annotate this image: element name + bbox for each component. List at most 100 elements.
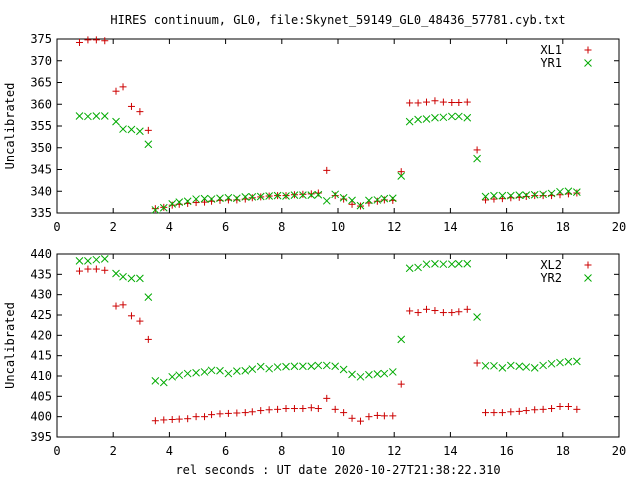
plus-point-xl1: [151, 205, 159, 213]
legend-marker: [584, 261, 592, 269]
bottom-panel: 0 2 4 6 8 10 12 14 16 18 20 395 400 405 410 415 420 425 43…: [3, 247, 626, 458]
plus-point-xl1: [397, 168, 405, 176]
cross-point-yr2: [515, 362, 524, 371]
cross-point-yr2: [447, 260, 456, 269]
cross-point-yr1: [447, 112, 456, 121]
plus-point-xl2: [290, 405, 298, 413]
cross-point-yr1: [539, 190, 547, 199]
plus-point-xl2: [160, 416, 168, 424]
plus-point-xl1: [539, 192, 547, 200]
cross-point-yr1: [290, 191, 299, 200]
cross-point-yr2: [431, 259, 439, 268]
plus-point-xl2: [101, 266, 109, 274]
x-tick-label: 16: [499, 220, 513, 234]
plus-point-xl2: [168, 416, 176, 424]
plus-point-xl2: [507, 408, 515, 416]
cross-point-yr2: [506, 361, 515, 370]
plus-point-xl2: [515, 407, 523, 415]
cross-point-yr1: [282, 192, 290, 200]
cross-point-yr2: [490, 361, 498, 370]
cross-point-yr2: [183, 369, 192, 378]
plus-point-xl1: [314, 189, 322, 197]
plus-point-xl1: [531, 192, 539, 200]
cross-point-yr1: [151, 206, 160, 214]
plus-point-xl2: [348, 414, 356, 422]
plus-point-xl2: [397, 380, 405, 388]
cross-point-yr1: [473, 154, 481, 163]
plus-point-xl2: [448, 309, 456, 317]
cross-point-yr1: [397, 172, 406, 180]
plus-point-xl1: [448, 99, 456, 107]
plus-point-xl2: [331, 405, 339, 413]
cross-point-yr2: [397, 335, 406, 344]
cross-point-yr2: [112, 269, 120, 278]
cross-point-yr1: [572, 188, 581, 196]
plus-point-xl1: [498, 195, 506, 203]
plus-point-xl2: [184, 415, 192, 423]
plus-point-xl2: [323, 394, 331, 402]
cross-point-yr2: [192, 368, 200, 377]
plus-point-xl2: [531, 406, 539, 414]
plus-point-xl2: [92, 265, 100, 273]
y-tick-label: 365: [30, 76, 52, 90]
x-tick-label: 10: [331, 444, 345, 458]
plus-point-xl2: [473, 359, 481, 367]
x-tick-label: 0: [53, 444, 60, 458]
plus-point-xl1: [406, 99, 414, 107]
plus-point-xl2: [340, 409, 348, 417]
legend-marker: [584, 59, 592, 67]
cross-point-yr1: [339, 193, 348, 202]
cross-point-yr2: [322, 361, 331, 370]
legend-label: YR1: [540, 56, 562, 70]
plus-point-xl2: [414, 309, 422, 317]
top-axes: 0 2 4 6 8 10 12 14 16 18 20 335 340 345 350 355 360 365 37…: [30, 32, 626, 234]
cross-point-yr2: [248, 365, 257, 373]
x-tick-label: 2: [110, 220, 117, 234]
cross-point-yr2: [307, 362, 316, 371]
plus-point-xl1: [75, 38, 83, 46]
y-tick-label: 415: [30, 349, 52, 363]
cross-point-yr1: [307, 191, 316, 200]
cross-point-yr1: [84, 112, 92, 121]
plus-point-xl2: [389, 412, 397, 420]
cross-point-yr1: [463, 113, 472, 122]
cross-point-yr2: [547, 359, 556, 368]
cross-point-yr2: [175, 371, 184, 380]
cross-point-yr2: [224, 369, 233, 378]
cross-point-yr2: [75, 257, 84, 265]
y-tick-label: 430: [30, 288, 52, 302]
plus-point-xl2: [144, 335, 152, 343]
x-tick-label: 8: [278, 444, 285, 458]
cross-point-yr1: [183, 197, 192, 206]
cross-point-yr1: [439, 113, 448, 122]
plus-point-xl1: [201, 198, 209, 206]
plus-point-xl2: [208, 411, 216, 419]
cross-point-yr2: [365, 370, 373, 379]
cross-point-yr2: [200, 368, 209, 376]
cross-point-yr2: [299, 362, 307, 371]
plus-point-xl2: [151, 417, 159, 425]
x-tick-label: 16: [499, 444, 513, 458]
cross-point-yr1: [373, 196, 382, 204]
plus-point-xl1: [136, 108, 144, 116]
cross-point-yr2: [144, 293, 153, 301]
cross-point-yr1: [136, 127, 144, 136]
cross-point-yr2: [92, 255, 101, 264]
cross-point-yr2: [127, 274, 136, 283]
cross-point-yr2: [498, 364, 507, 372]
y-tick-label: 335: [30, 206, 52, 220]
x-tick-label: 18: [556, 220, 570, 234]
plus-point-xl1: [192, 199, 200, 207]
plus-point-xl1: [380, 196, 388, 204]
plus-point-xl2: [373, 411, 381, 419]
cross-point-yr2: [522, 363, 531, 371]
plus-point-xl2: [564, 403, 572, 410]
cross-point-yr2: [265, 364, 274, 373]
plus-point-xl2: [216, 410, 224, 418]
y-tick-label: 425: [30, 308, 52, 322]
legend-label: YR2: [540, 271, 562, 285]
cross-point-yr1: [92, 112, 101, 120]
y-tick-label: 420: [30, 328, 52, 342]
